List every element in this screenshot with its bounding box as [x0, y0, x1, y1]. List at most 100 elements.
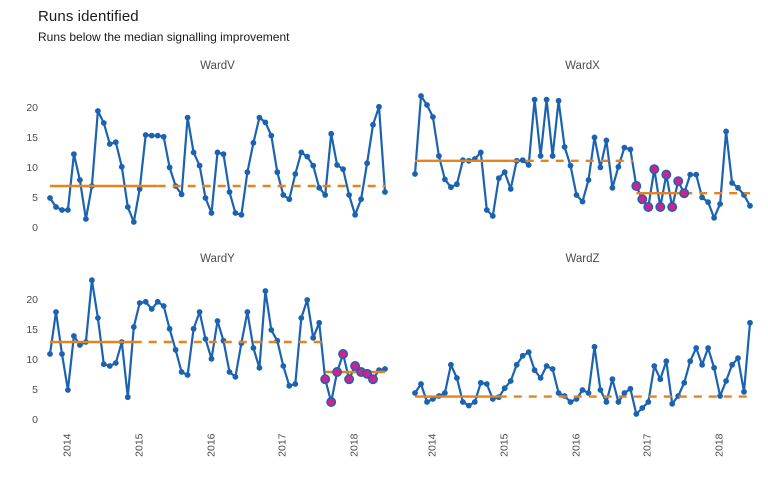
y-axis-tick-label: 0: [32, 221, 38, 234]
data-point: [507, 186, 514, 192]
data-point: [519, 157, 526, 164]
signal-point: [332, 367, 343, 377]
data-point: [519, 352, 526, 359]
data-point: [53, 204, 59, 210]
signal-point: [649, 164, 660, 175]
data-point: [196, 162, 203, 169]
data-point: [723, 378, 729, 384]
data-point: [735, 184, 741, 191]
data-point: [555, 97, 562, 104]
data-point: [47, 351, 53, 357]
data-point: [525, 349, 532, 356]
data-point: [436, 153, 442, 159]
data-point: [537, 375, 544, 381]
data-point: [579, 198, 586, 205]
data-point: [699, 194, 705, 201]
data-point: [442, 176, 448, 183]
data-point: [214, 149, 221, 156]
data-point: [190, 325, 197, 332]
facet-title-wardv: WardV: [200, 60, 235, 72]
data-point: [645, 399, 652, 405]
y-axis-tick-label: 15: [26, 323, 38, 336]
data-point: [292, 171, 299, 177]
data-point: [424, 399, 430, 405]
x-axis-year-label: 2014: [61, 433, 74, 457]
signal-point: [673, 176, 684, 187]
data-point: [358, 196, 364, 203]
data-point: [543, 96, 550, 103]
data-point: [136, 300, 143, 306]
data-point: [448, 361, 454, 368]
data-point: [340, 166, 346, 173]
data-point: [184, 372, 191, 378]
x-axis-year-label: 2015: [133, 433, 146, 457]
data-point: [166, 164, 173, 171]
y-axis-tick-label: 20: [26, 101, 38, 114]
data-point: [603, 399, 610, 405]
data-point: [597, 387, 604, 393]
facet-title-wardz: WardZ: [565, 253, 600, 265]
data-point: [346, 192, 352, 198]
data-point: [531, 96, 538, 103]
data-point: [160, 133, 167, 140]
y-axis-tick-label: 5: [32, 383, 38, 396]
signal-point: [679, 188, 690, 199]
data-point: [687, 358, 694, 365]
data-point: [166, 325, 173, 332]
panel-plot-wardx: [412, 93, 753, 221]
data-point: [292, 381, 299, 387]
data-point: [53, 309, 59, 315]
data-point: [687, 171, 694, 178]
data-point: [310, 334, 317, 341]
data-point: [549, 153, 556, 159]
data-point: [334, 162, 340, 168]
data-point: [130, 324, 137, 330]
data-point: [83, 216, 89, 222]
data-point: [280, 192, 287, 198]
data-point: [723, 128, 729, 135]
data-point: [717, 393, 723, 399]
data-point: [232, 373, 239, 380]
data-point: [304, 297, 311, 303]
data-point: [382, 366, 388, 372]
data-point: [615, 399, 622, 405]
signal-point: [667, 202, 678, 212]
data-point: [322, 192, 329, 198]
data-point: [286, 196, 293, 203]
data-point: [513, 361, 520, 368]
data-point: [286, 382, 293, 389]
data-point: [747, 319, 753, 326]
y-axis-tick-label: 15: [26, 131, 38, 144]
facet-title-wardy: WardY: [200, 253, 235, 265]
data-point: [442, 390, 448, 396]
data-point: [65, 387, 71, 393]
data-point: [256, 114, 263, 121]
data-point: [621, 390, 628, 396]
data-point: [59, 351, 65, 357]
data-point: [603, 137, 610, 144]
data-point: [460, 399, 466, 405]
data-point: [454, 181, 460, 188]
data-point: [178, 191, 185, 198]
data-point: [316, 319, 323, 326]
data-point: [142, 298, 149, 305]
x-axis-year-label: 2017: [641, 433, 654, 457]
y-axis-tick-label: 5: [32, 191, 38, 204]
data-point: [418, 93, 424, 99]
signal-point: [631, 181, 642, 191]
data-point: [747, 202, 753, 209]
data-point: [178, 369, 185, 375]
data-point: [430, 114, 436, 120]
data-point: [454, 375, 460, 381]
data-point: [160, 303, 167, 309]
signal-point: [655, 202, 666, 212]
signal-point: [320, 374, 331, 385]
signal-point: [326, 397, 337, 407]
data-point: [256, 364, 263, 371]
data-point: [489, 213, 496, 219]
data-point: [262, 288, 269, 294]
data-point: [310, 162, 317, 169]
data-point: [95, 315, 101, 321]
data-point: [549, 366, 556, 372]
data-point: [364, 160, 370, 167]
